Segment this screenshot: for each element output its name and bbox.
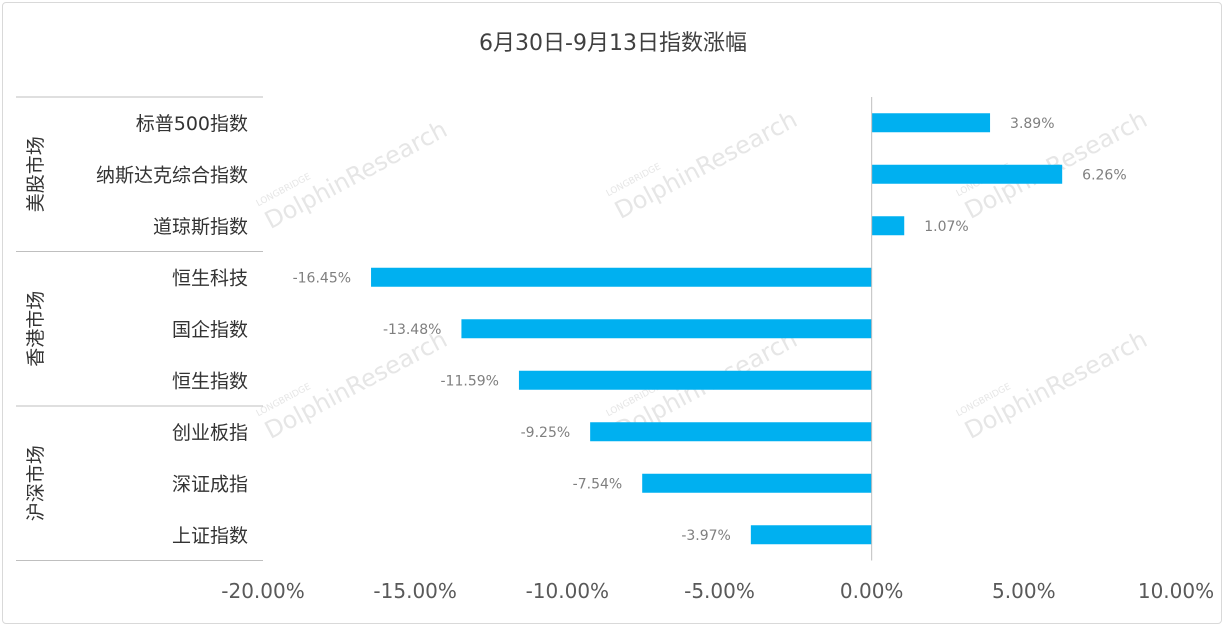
category-label: 国企指数 bbox=[172, 319, 248, 341]
bar bbox=[461, 319, 872, 339]
bar bbox=[750, 525, 872, 545]
bar bbox=[642, 473, 872, 493]
category-label: 上证指数 bbox=[172, 525, 248, 547]
x-tick-label: -5.00% bbox=[684, 579, 755, 603]
data-label: -16.45% bbox=[293, 270, 351, 286]
category-label: 纳斯达克综合指数 bbox=[96, 164, 248, 186]
chart-title: 6月30日-9月13日指数涨幅 bbox=[479, 31, 747, 56]
data-label: -11.59% bbox=[441, 373, 499, 389]
watermark-text: DolphinResearch bbox=[260, 325, 452, 445]
data-label: 1.07% bbox=[924, 219, 968, 235]
group-label: 沪深市场 bbox=[25, 445, 47, 521]
bar bbox=[871, 216, 905, 236]
x-tick-label: -10.00% bbox=[526, 579, 609, 603]
data-label: -7.54% bbox=[573, 476, 623, 492]
x-tick-label: 5.00% bbox=[992, 579, 1056, 603]
x-tick-label: 0.00% bbox=[840, 579, 904, 603]
watermark-text: DolphinResearch bbox=[960, 325, 1152, 445]
category-label: 道琼斯指数 bbox=[153, 216, 248, 238]
bar bbox=[371, 267, 872, 287]
watermark-text: DolphinResearch bbox=[610, 105, 802, 225]
category-label: 创业板指 bbox=[172, 422, 248, 444]
category-label: 深证成指 bbox=[172, 473, 248, 495]
data-label: -13.48% bbox=[383, 322, 441, 338]
category-label: 标普500指数 bbox=[136, 113, 248, 135]
x-tick-label: -15.00% bbox=[373, 579, 456, 603]
x-tick-label: -20.00% bbox=[221, 579, 304, 603]
bar bbox=[518, 370, 872, 390]
x-tick-label: 10.00% bbox=[1138, 579, 1214, 603]
category-label: 恒生指数 bbox=[172, 370, 248, 392]
data-label: 6.26% bbox=[1082, 167, 1126, 183]
bar bbox=[590, 422, 872, 442]
data-label: -9.25% bbox=[521, 425, 571, 441]
data-label: -3.97% bbox=[681, 528, 731, 544]
data-label: 3.89% bbox=[1010, 116, 1054, 132]
bars: 3.89% 6.26% 1.07% -16.45% -13.48% -11.59% -9.2… bbox=[293, 113, 1127, 545]
group-label: 香港市场 bbox=[25, 291, 47, 367]
x-axis: -20.00% -15.00% -10.00% -5.00% 0.00% 5.00% 10.… bbox=[221, 97, 1214, 603]
bar bbox=[871, 113, 991, 133]
category-label: 恒生科技 bbox=[172, 267, 248, 289]
bar bbox=[871, 164, 1063, 184]
watermark-text: DolphinResearch bbox=[260, 115, 452, 235]
group-label: 美股市场 bbox=[25, 136, 47, 212]
